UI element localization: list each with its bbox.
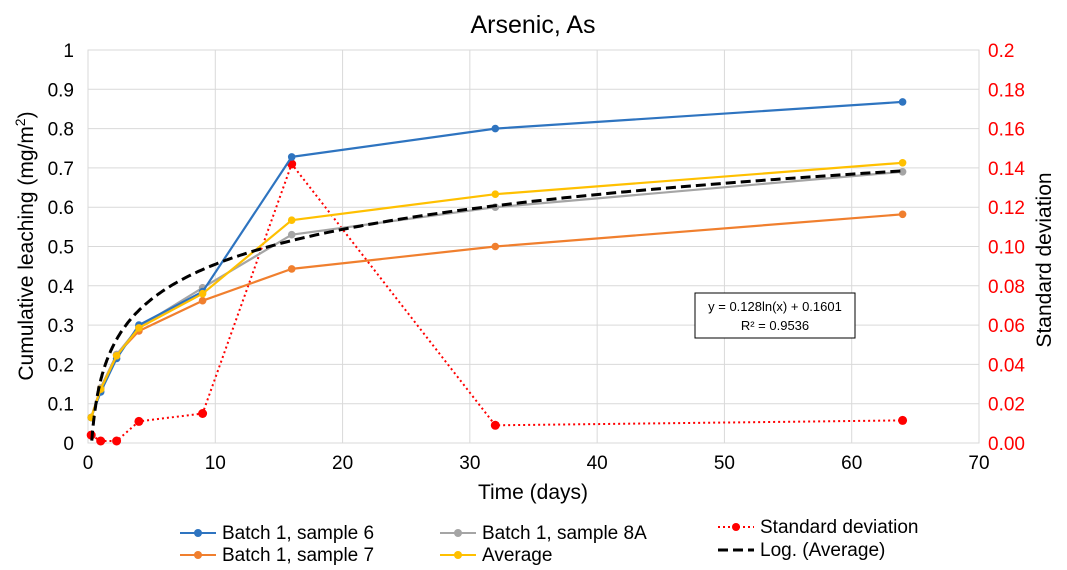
data-point-batch-1-sample-7: [287, 265, 296, 273]
data-point-batch-1-sample-7: [198, 296, 207, 305]
y2-tick-label: 0.00: [988, 434, 1025, 455]
data-point-batch-1-sample-7: [898, 210, 907, 219]
legend-item-batch-1-sample-6: Batch 1, sample 6: [180, 523, 374, 544]
data-point-average: [491, 190, 500, 198]
data-point-standard-deviation: [134, 416, 144, 426]
legend-marker: [454, 551, 462, 559]
series-line-batch-1-sample-6: [90, 100, 903, 418]
legend-label: Batch 1, sample 7: [222, 545, 374, 566]
legend-item-log-average: Log. (Average): [718, 540, 885, 561]
x-tick-label: 50: [714, 453, 735, 474]
y2-tick-label: 0.06: [988, 316, 1025, 337]
data-point-average: [135, 324, 143, 332]
y-tick-label: 0.2: [48, 355, 74, 376]
legend-label: Batch 1, sample 8A: [482, 523, 647, 544]
x-tick-label: 10: [205, 453, 226, 474]
data-point-batch-1-sample-8a: [287, 230, 296, 239]
legend-marker: [454, 529, 462, 537]
y-axis-title: Cumulative leaching (mg/m2): [12, 111, 38, 380]
y-tick-label: 0.6: [48, 198, 74, 219]
y-tick-label: 0.1: [48, 395, 74, 416]
data-point-standard-deviation: [898, 415, 908, 425]
x-axis-title: Time (days): [478, 481, 588, 504]
y-tick-label: 0.7: [48, 159, 74, 180]
data-point-standard-deviation: [96, 436, 106, 446]
legend-label: Batch 1, sample 6: [222, 523, 374, 544]
y-axis-title-main: Cumulative leaching (mg/m: [15, 126, 38, 380]
x-tick-label: 0: [83, 453, 94, 474]
y2-tick-label: 0.12: [988, 198, 1025, 219]
legend-label: Log. (Average): [760, 540, 885, 561]
data-point-average: [112, 352, 121, 360]
trendline-equation: y = 0.128ln(x) + 0.1601: [708, 299, 842, 314]
data-point-average: [287, 216, 296, 224]
trendline-equation-box: y = 0.128ln(x) + 0.1601 R² = 0.9536: [694, 292, 856, 339]
x-tick-label: 60: [841, 453, 862, 474]
data-point-average: [198, 289, 207, 298]
legend-label: Average: [482, 545, 552, 566]
data-point-batch-1-sample-8a: [898, 168, 907, 176]
y2-tick-label: 0.18: [988, 80, 1025, 101]
y2-tick-label: 0.16: [988, 120, 1025, 141]
legend-item-average: Average: [440, 545, 552, 566]
plot-area-border: [87, 49, 980, 444]
data-point-batch-1-sample-6: [287, 153, 296, 161]
legend-item-batch-1-sample-7: Batch 1, sample 7: [180, 545, 374, 566]
y2-tick-label: 0.04: [988, 355, 1025, 376]
trendline-log-average: [90, 169, 903, 441]
trendline-r-squared: R² = 0.9536: [741, 318, 809, 333]
data-point-standard-deviation: [490, 420, 500, 430]
y-tick-label: 1: [63, 41, 74, 62]
tick-labels: 0 0.1 0.2 0.3 0.4 0.5 0.6 0.7 0.8 0.9 1 0.00 0.02 0.0…: [48, 41, 1026, 474]
data-point-batch-1-sample-6: [898, 98, 907, 106]
legend-item-standard-deviation: Standard deviation: [718, 517, 918, 538]
legend-marker: [194, 551, 202, 559]
x-tick-label: 40: [587, 453, 608, 474]
y-axis-title-end: ): [15, 111, 38, 118]
y-tick-label: 0.3: [48, 316, 74, 337]
equation-box-frame: [694, 292, 856, 339]
y-tick-label: 0.9: [48, 80, 74, 101]
y2-tick-label: 0.14: [988, 159, 1025, 180]
series-layer: [86, 98, 908, 446]
series-line-average: [90, 161, 903, 418]
data-point-standard-deviation: [198, 409, 208, 418]
x-tick-label: 70: [968, 453, 989, 474]
data-point-standard-deviation: [112, 436, 122, 446]
data-point-batch-1-sample-6: [491, 124, 500, 133]
legend-marker: [194, 529, 202, 537]
y2-tick-label: 0.2: [988, 41, 1014, 62]
secondary-y-axis-title: Standard deviation: [1033, 172, 1056, 347]
x-tick-label: 20: [332, 453, 353, 474]
legend-marker: [732, 523, 740, 531]
y2-tick-label: 0.02: [988, 395, 1025, 416]
series-line-standard-deviation: [90, 163, 903, 442]
y-tick-label: 0.5: [48, 238, 74, 259]
x-tick-label: 30: [459, 453, 480, 474]
legend-label: Standard deviation: [760, 517, 918, 538]
y-tick-label: 0: [63, 434, 74, 455]
y2-tick-label: 0.08: [988, 277, 1025, 298]
data-point-average: [898, 159, 907, 167]
chart-title: Arsenic, As: [470, 11, 595, 39]
y-tick-label: 0.4: [48, 277, 75, 298]
data-point-batch-1-sample-7: [491, 242, 500, 251]
y-axis-title-superscript: 2: [12, 118, 28, 126]
grid-lines: [88, 49, 979, 443]
legend-item-batch-1-sample-8a: Batch 1, sample 8A: [440, 523, 647, 544]
y-tick-label: 0.8: [48, 120, 74, 141]
y2-tick-label: 0.10: [988, 238, 1025, 259]
